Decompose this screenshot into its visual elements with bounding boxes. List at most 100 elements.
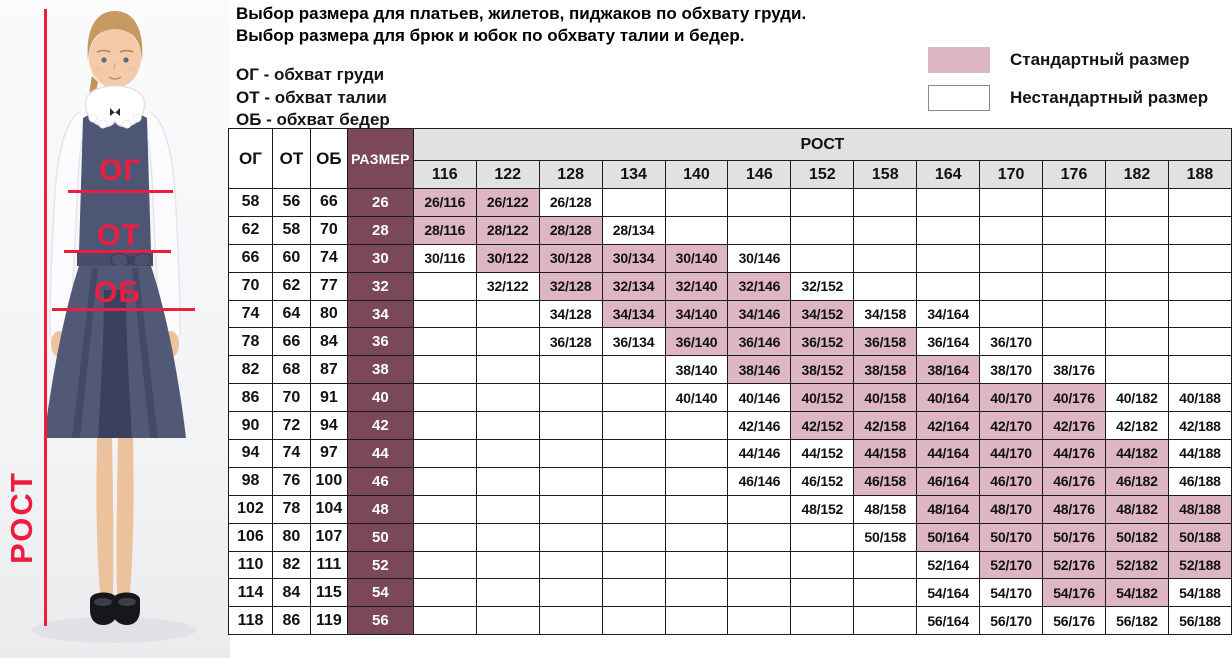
hips-measure-label: ОБ [94,276,141,309]
ob-value: 77 [309,271,348,301]
height-group-header: РОСТ [412,128,1232,161]
size-height-cell-26-122: 26/122 [475,188,540,217]
height-column-176: 176 [1042,160,1106,189]
ob-value: 119 [309,606,348,636]
empty-cell [1042,271,1106,301]
ot-value: 74 [271,439,311,468]
size-height-cell-50-182: 50/182 [1104,522,1169,552]
empty-cell [664,606,729,636]
empty-cell [601,188,666,217]
og-value: 114 [228,578,273,608]
ot-value: 68 [271,355,311,385]
waist-measure-label: ОТ [97,219,141,252]
size-height-cell-44-188: 44/188 [1167,439,1232,468]
size-height-cell-40-140: 40/140 [664,383,729,413]
size-height-cell-28-128: 28/128 [538,215,603,245]
empty-cell [1104,215,1169,245]
empty-cell [1042,299,1106,329]
size-height-cell-32-152: 32/152 [790,271,855,301]
empty-cell [475,578,540,608]
empty-cell [727,215,792,245]
ob-value: 115 [309,578,348,608]
empty-cell [853,271,918,301]
size-height-cell-34-128: 34/128 [538,299,603,329]
ob-value: 107 [309,522,348,552]
height-column-188: 188 [1167,160,1232,189]
empty-cell [853,550,918,580]
empty-cell [1042,243,1106,273]
size-value: 54 [346,578,414,608]
size-height-cell-40-152: 40/152 [790,383,855,413]
height-column-140: 140 [664,160,729,189]
empty-cell [1167,299,1232,329]
empty-cell [916,215,981,245]
empty-cell [664,494,729,524]
height-column-182: 182 [1104,160,1169,189]
size-height-cell-36-128: 36/128 [538,327,603,357]
size-height-cell-40-146: 40/146 [727,383,792,413]
height-measure-label: РОСТ [4,471,39,564]
empty-cell [790,578,855,608]
size-height-cell-50-170: 50/170 [979,522,1044,552]
ob-value: 87 [309,355,348,385]
height-column-170: 170 [979,160,1044,189]
abbreviation-hips: ОБ - обхват бедер [236,110,390,129]
ob-value: 70 [309,215,348,245]
ot-value: 72 [271,411,311,441]
empty-cell [601,494,666,524]
og-value: 82 [228,355,273,385]
empty-cell [979,271,1044,301]
column-header-ob: ОБ [309,128,348,189]
height-column-128: 128 [538,160,603,189]
empty-cell [727,188,792,217]
size-value: 52 [346,550,414,580]
empty-cell [853,243,918,273]
og-value: 90 [228,411,273,441]
ob-value: 97 [309,439,348,468]
size-value: 40 [346,383,414,413]
height-measure-line [44,9,47,626]
empty-cell [601,466,666,496]
size-value: 48 [346,494,414,524]
empty-cell [475,494,540,524]
empty-cell [538,355,603,385]
og-value: 102 [228,494,273,524]
height-column-116: 116 [412,160,477,189]
empty-cell [853,215,918,245]
empty-cell [1104,243,1169,273]
empty-cell [1167,355,1232,385]
size-row-36: 78 66 84 36 36/128 36/134 36/140 36/146 36/152 36… [228,327,1232,357]
abbreviation-list: ОГ - обхват груди ОТ - обхват талии ОБ -… [236,64,390,132]
size-height-cell-34-134: 34/134 [601,299,666,329]
ob-value: 84 [309,327,348,357]
size-height-cell-54-182: 54/182 [1104,578,1169,608]
size-height-cell-30-146: 30/146 [727,243,792,273]
size-height-cell-26-128: 26/128 [538,188,603,217]
empty-cell [412,383,477,413]
empty-cell [475,299,540,329]
empty-cell [979,188,1044,217]
empty-cell [412,355,477,385]
size-value: 32 [346,271,414,301]
size-height-cell-44-146: 44/146 [727,439,792,468]
size-height-cell-48-152: 48/152 [790,494,855,524]
size-height-cell-32-128: 32/128 [538,271,603,301]
empty-cell [1104,355,1169,385]
size-height-cell-38-146: 38/146 [727,355,792,385]
size-height-cell-44-170: 44/170 [979,439,1044,468]
size-value: 42 [346,411,414,441]
size-height-cell-42-146: 42/146 [727,411,792,441]
ot-value: 62 [271,271,311,301]
empty-cell [475,522,540,552]
size-row-52: 110 82 111 52 52/164 52/170 52/176 52/182 52/188 [228,550,1232,580]
empty-cell [601,355,666,385]
empty-cell [790,188,855,217]
size-height-cell-30-116: 30/116 [412,243,477,273]
size-height-cell-34-152: 34/152 [790,299,855,329]
column-header-og: ОГ [228,128,273,189]
empty-cell [1042,215,1106,245]
size-height-cell-40-164: 40/164 [916,383,981,413]
empty-cell [664,550,729,580]
size-height-cell-54-176: 54/176 [1042,578,1106,608]
size-height-cell-28-134: 28/134 [601,215,666,245]
